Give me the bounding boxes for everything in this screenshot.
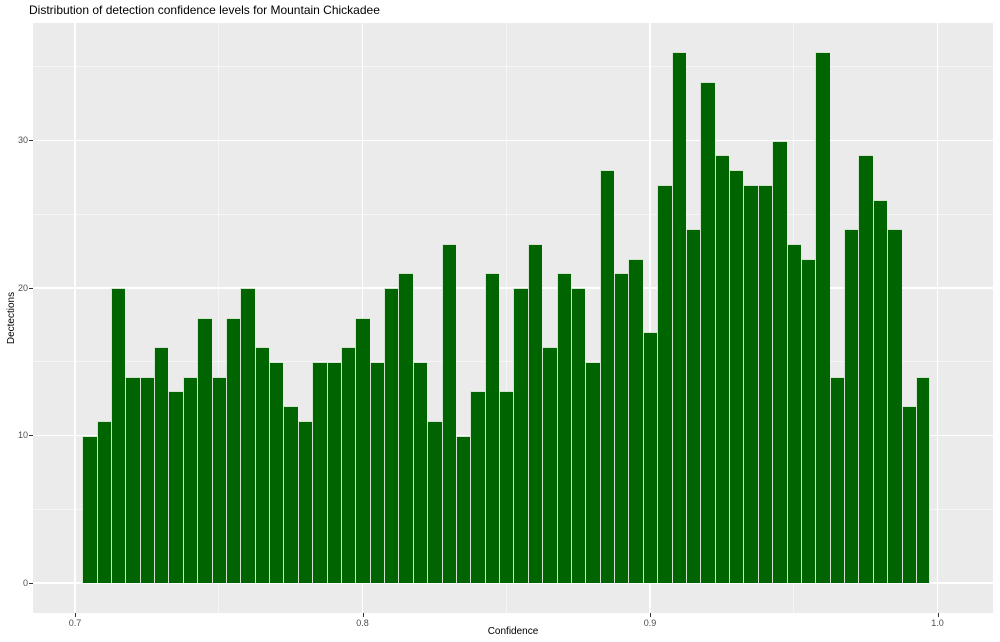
- plot-panel: [33, 23, 993, 613]
- histogram-bar: [772, 140, 787, 583]
- histogram-bar: [499, 391, 514, 583]
- histogram-bar: [384, 288, 399, 583]
- x-tick-mark: [650, 613, 651, 617]
- histogram-bar: [887, 229, 902, 583]
- y-tick-label: 10: [17, 430, 28, 441]
- histogram-bar: [283, 406, 298, 583]
- y-tick-label: 20: [17, 282, 28, 293]
- histogram-bar: [441, 243, 456, 583]
- histogram-bar: [427, 420, 442, 583]
- histogram-bar: [757, 184, 773, 583]
- gridline-x-major: [936, 23, 939, 613]
- gridline-y-minor: [33, 361, 993, 363]
- histogram-bar: [168, 391, 183, 583]
- histogram-bar: [340, 347, 356, 583]
- histogram-bar: [182, 376, 198, 583]
- histogram-bar: [125, 376, 140, 583]
- histogram-bar: [470, 391, 485, 583]
- histogram-bar: [369, 361, 385, 583]
- histogram-bar: [786, 243, 801, 583]
- gridline-y-major: [33, 287, 993, 289]
- gridline-x-minor: [505, 23, 507, 613]
- histogram-bar: [700, 81, 715, 583]
- histogram-bar: [671, 52, 686, 583]
- histogram-bar: [829, 376, 845, 583]
- histogram-bar: [254, 347, 270, 583]
- x-axis-title: Confidence: [487, 626, 539, 637]
- histogram-bar: [197, 317, 212, 583]
- histogram-bar: [513, 288, 528, 583]
- histogram-bar: [398, 273, 413, 583]
- y-axis-title: Dectections: [6, 291, 17, 345]
- histogram-bar: [657, 184, 672, 583]
- x-tick-mark: [362, 613, 364, 617]
- histogram-bar: [355, 317, 370, 583]
- histogram-bar: [844, 229, 859, 583]
- y-tick-label: 0: [22, 577, 28, 588]
- histogram-bar: [326, 361, 341, 583]
- histogram-bar: [570, 288, 586, 583]
- histogram-bar: [858, 155, 873, 583]
- histogram-bar: [685, 229, 701, 583]
- histogram-bar: [915, 376, 931, 583]
- histogram-bar: [82, 435, 97, 583]
- histogram-bar: [628, 258, 643, 583]
- histogram-bar: [599, 170, 615, 583]
- y-tick-mark: [29, 435, 33, 437]
- x-tick-mark: [937, 613, 939, 617]
- y-tick-label: 30: [17, 135, 28, 146]
- gridline-y-minor: [33, 213, 993, 215]
- x-tick-mark: [75, 613, 76, 617]
- histogram-bar: [542, 347, 557, 583]
- histogram-bar: [800, 258, 816, 583]
- histogram-bar: [240, 288, 255, 583]
- x-tick-label: 0.8: [356, 618, 369, 628]
- histogram-bar: [872, 199, 888, 583]
- histogram-bar: [714, 155, 730, 583]
- chart-title: Distribution of detection confidence lev…: [29, 3, 380, 17]
- histogram-bar: [211, 376, 226, 583]
- y-tick-mark: [29, 140, 33, 142]
- gridline-x-major: [649, 23, 651, 613]
- histogram-bar: [110, 288, 126, 583]
- histogram-bar: [96, 420, 111, 583]
- histogram-bar: [455, 435, 471, 583]
- histogram-bar: [225, 317, 241, 583]
- gridline-x-major: [74, 23, 76, 613]
- histogram-bar: [412, 361, 428, 583]
- histogram-bar: [815, 52, 830, 583]
- y-tick-mark: [29, 582, 33, 584]
- histogram-bar: [614, 273, 629, 583]
- histogram-bar: [297, 420, 313, 583]
- x-tick-label: 0.7: [68, 618, 82, 628]
- gridline-y-major: [33, 582, 993, 584]
- histogram-bar: [269, 361, 284, 583]
- histogram-bar: [642, 332, 658, 583]
- histogram-bar: [139, 376, 155, 583]
- histogram-bar: [556, 273, 571, 583]
- x-tick-label: 0.9: [643, 618, 657, 628]
- histogram-bar: [901, 406, 916, 583]
- gridline-y-minor: [33, 66, 993, 68]
- histogram-bar: [484, 273, 500, 583]
- y-tick-mark: [29, 287, 33, 289]
- histogram-bar: [312, 361, 327, 583]
- gridline-x-minor: [218, 23, 220, 613]
- histogram-bar: [743, 184, 758, 583]
- histogram-bar: [729, 170, 744, 583]
- histogram-bar: [154, 347, 169, 583]
- gridline-y-major: [33, 139, 993, 142]
- histogram-bar: [527, 243, 543, 583]
- histogram-bar: [585, 361, 600, 583]
- x-tick-label: 1.0: [931, 618, 944, 628]
